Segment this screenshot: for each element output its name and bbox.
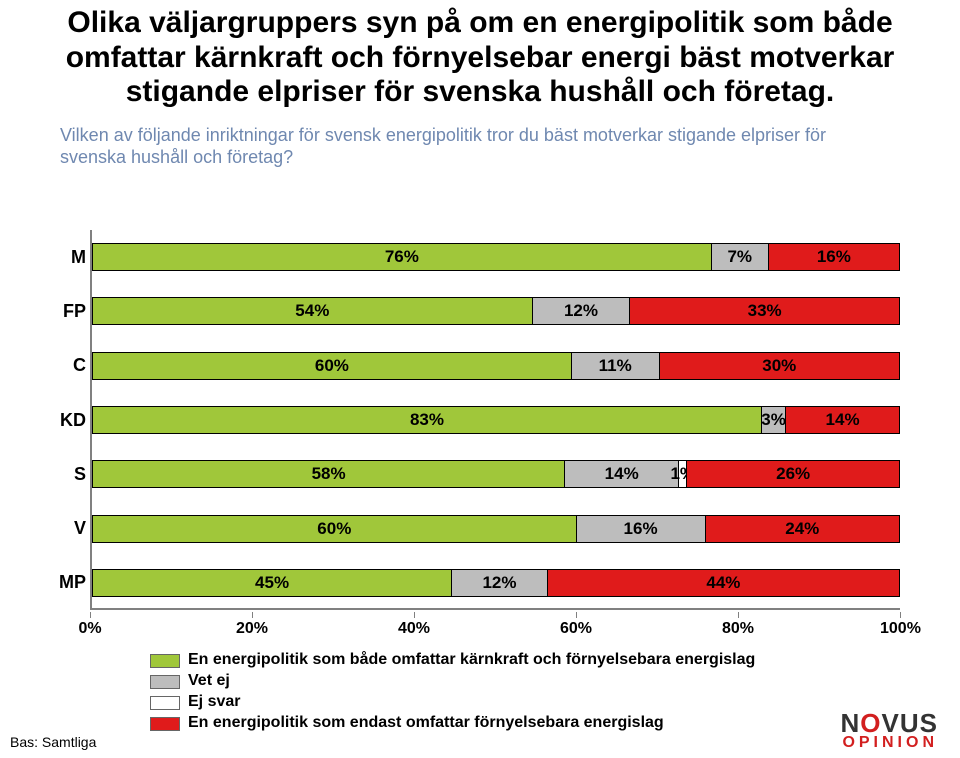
category-label: KD (52, 410, 86, 431)
x-tick-mark (414, 612, 415, 618)
legend-label: Ej svar (188, 692, 240, 712)
chart-legend: En energipolitik som både omfattar kärnk… (150, 650, 755, 734)
bar-row: C60%11%30% (92, 339, 900, 393)
category-label: V (52, 518, 86, 539)
x-tick-label: 0% (70, 620, 110, 638)
bar-segment: 58% (93, 461, 565, 487)
x-tick-label: 80% (718, 620, 758, 638)
segment-value: 83% (410, 410, 444, 430)
stacked-bar: 76% 7% 16% (92, 243, 900, 271)
survey-question: Vilken av följande inriktningar för sven… (0, 110, 960, 169)
segment-value: 54% (295, 301, 329, 321)
bar-segment: 14% (565, 461, 679, 487)
segment-value: 14% (826, 410, 860, 430)
segment-value: 26% (776, 464, 810, 484)
bar-segment: 33% (630, 298, 899, 324)
bar-segment: 12% (533, 298, 631, 324)
bar-segment: 60% (93, 516, 577, 542)
bar-segment: 12% (452, 570, 548, 596)
segment-value: 58% (312, 464, 346, 484)
x-tick-mark (90, 612, 91, 618)
x-tick-mark (900, 612, 901, 618)
category-label: FP (52, 301, 86, 322)
stacked-bar: 60% 16% 24% (92, 515, 900, 543)
x-tick-label: 40% (394, 620, 434, 638)
category-label: C (52, 355, 86, 376)
x-tick-label: 20% (232, 620, 272, 638)
novus-logo: NOVUS OPINION (841, 712, 938, 750)
segment-value: 11% (599, 356, 632, 376)
legend-item: En energipolitik som både omfattar kärnk… (150, 650, 755, 670)
x-tick-label: 60% (556, 620, 596, 638)
bar-segment: 30% (660, 353, 899, 379)
segment-value: 30% (762, 356, 796, 376)
segment-value: 12% (482, 573, 516, 593)
segment-value: 7% (727, 247, 752, 267)
logo-top: NOVUS (841, 712, 938, 735)
logo-bottom: OPINION (841, 736, 938, 750)
segment-value: 16% (817, 247, 851, 267)
legend-label: En energipolitik som endast omfattar för… (188, 713, 664, 733)
bar-segment: 83% (93, 407, 762, 433)
stacked-bar: 58% 14% 1% 26% (92, 460, 900, 488)
bar-row: MP45%12%44% (92, 556, 900, 610)
bar-row: KD83%3%14% (92, 393, 900, 447)
bar-segment: 14% (786, 407, 899, 433)
legend-item: Ej svar (150, 692, 755, 712)
bar-row: S58%14%1%26% (92, 447, 900, 501)
bar-segment: 60% (93, 353, 572, 379)
segment-value: 12% (564, 301, 598, 321)
bar-segment: 44% (548, 570, 899, 596)
bar-segment: 26% (687, 461, 899, 487)
legend-swatch (150, 717, 180, 731)
segment-value: 60% (317, 519, 351, 539)
plot-area: M76%7%16%FP54%12%33%C60%11%30%KD83%3%14%… (90, 230, 900, 610)
x-tick-mark (738, 612, 739, 618)
segment-value: 60% (315, 356, 349, 376)
stacked-bar: 83% 3% 14% (92, 406, 900, 434)
legend-label: En energipolitik som både omfattar kärnk… (188, 650, 755, 670)
segment-value: 33% (748, 301, 782, 321)
bar-segment: 16% (769, 244, 899, 270)
bar-row: V60%16%24% (92, 501, 900, 555)
bar-segment: 11% (572, 353, 660, 379)
page-title: Olika väljargruppers syn på om en energi… (0, 0, 960, 110)
bar-segment: 54% (93, 298, 533, 324)
bar-segment: 76% (93, 244, 712, 270)
x-tick-label: 100% (880, 620, 920, 638)
bar-segment: 7% (712, 244, 769, 270)
segment-value: 16% (624, 519, 658, 539)
stacked-bar-chart: M 76% 7% 16% FP 54% 12% 33% C 60% 11% 30% KD 83% 3% 14%… (50, 230, 920, 610)
bar-segment: 1% (679, 461, 687, 487)
segment-value: 3% (761, 410, 786, 430)
legend-swatch (150, 675, 180, 689)
segment-value: 45% (255, 573, 289, 593)
category-label: MP (52, 572, 86, 593)
x-tick-mark (576, 612, 577, 618)
bar-segment: 16% (577, 516, 706, 542)
bar-segment: 24% (706, 516, 899, 542)
legend-item: Vet ej (150, 671, 755, 691)
footer-base-text: Bas: Samtliga (10, 734, 96, 750)
bar-segment: 3% (762, 407, 786, 433)
segment-value: 44% (706, 573, 740, 593)
bar-row: FP54%12%33% (92, 284, 900, 338)
x-tick-mark (252, 612, 253, 618)
segment-value: 76% (385, 247, 419, 267)
legend-item: En energipolitik som endast omfattar för… (150, 713, 755, 733)
stacked-bar: 54% 12% 33% (92, 297, 900, 325)
legend-swatch (150, 654, 180, 668)
legend-swatch (150, 696, 180, 710)
stacked-bar: 45% 12% 44% (92, 569, 900, 597)
segment-value: 24% (785, 519, 819, 539)
legend-label: Vet ej (188, 671, 230, 691)
category-label: M (52, 247, 86, 268)
category-label: S (52, 464, 86, 485)
segment-value: 14% (605, 464, 639, 484)
bar-segment: 45% (93, 570, 452, 596)
bar-row: M76%7%16% (92, 230, 900, 284)
stacked-bar: 60% 11% 30% (92, 352, 900, 380)
x-axis: 0%20%40%60%80%100% (90, 610, 900, 640)
